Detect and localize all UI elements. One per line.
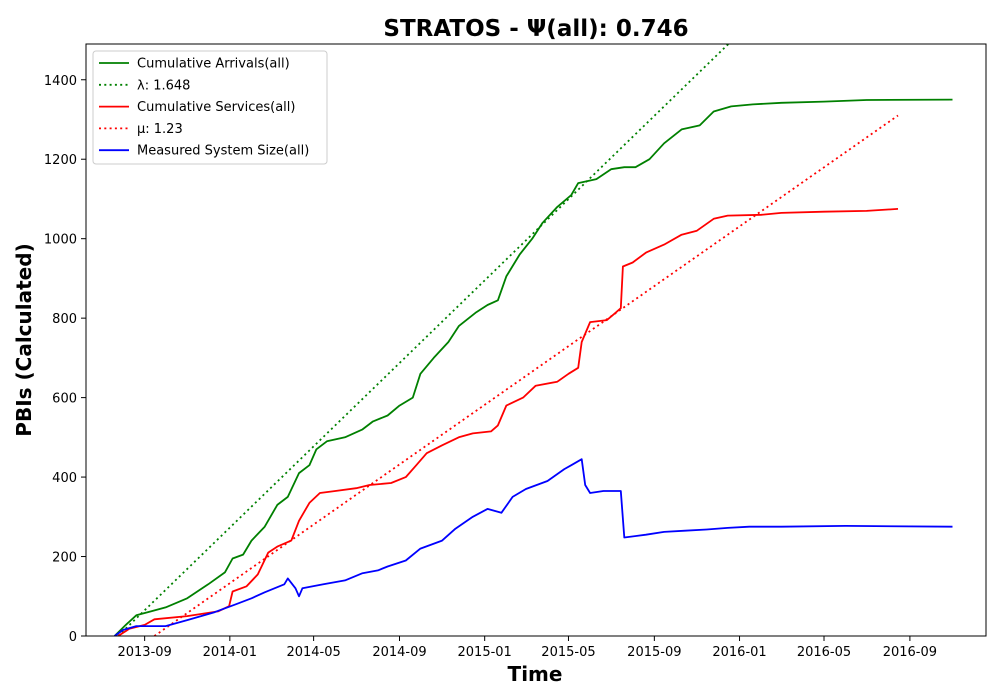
series-line-1 [117,44,730,636]
x-axis: 2013-09 2014-01 2014-05 2014-09 2015-01 2015-… [117,636,937,660]
legend: Cumulative Arrivals(all) λ: 1.648 Cumulati… [92,50,328,165]
y-axis: 0 200 400 600 800 1000 1200 1400 [44,74,86,645]
plot-frame [85,43,987,637]
x-tick-label-5: 2015-05 [541,645,595,660]
y-tick-label-0: 0 [69,630,77,645]
x-tick-label-2: 2014-05 [286,645,340,660]
x-axis-title: Time [508,662,563,686]
x-tick-label-9: 2016-09 [883,645,937,660]
legend-label-1: λ: 1.648 [137,78,190,93]
y-tick-label-7: 1400 [44,74,77,89]
y-tick-label-1: 200 [52,551,77,566]
x-tick-label-7: 2016-01 [712,645,766,660]
legend-label-4: Measured System Size(all) [137,144,309,159]
chart-title: STRATOS - Ψ(all): 0.746 [383,16,688,42]
x-tick-label-0: 2013-09 [117,645,171,660]
y-axis-title: PBIs (Calculated) [12,243,36,436]
y-tick-label-5: 1000 [44,233,77,248]
x-tick-label-1: 2014-01 [203,645,257,660]
legend-label-0: Cumulative Arrivals(all) [137,57,290,72]
y-tick-label-6: 1200 [44,153,77,168]
legend-label-3: μ: 1.23 [137,122,183,137]
x-tick-label-8: 2016-05 [797,645,851,660]
series-line-2 [117,208,899,636]
x-tick-label-6: 2015-09 [627,645,681,660]
y-tick-label-3: 600 [52,392,77,407]
series-line-4 [114,458,953,636]
series-line-0 [113,98,953,636]
x-tick-label-4: 2015-01 [458,645,512,660]
y-tick-label-4: 800 [52,312,77,327]
legend-label-2: Cumulative Services(all) [137,100,295,115]
y-tick-label-2: 400 [52,471,77,486]
series-layer [113,44,953,636]
x-tick-label-3: 2014-09 [372,645,426,660]
legend-box [92,50,328,165]
